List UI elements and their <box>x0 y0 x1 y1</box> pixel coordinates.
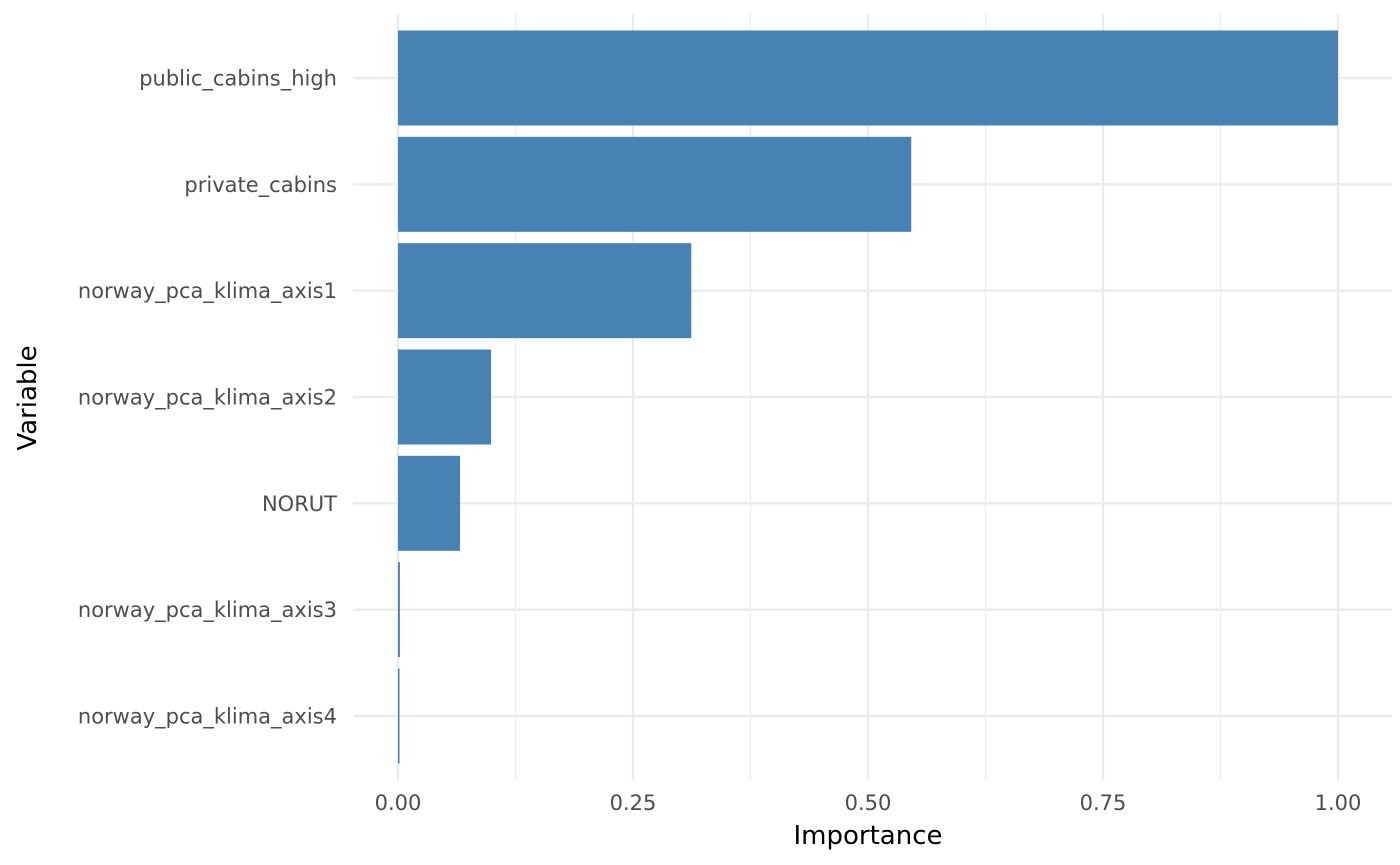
y-tick-label: norway_pca_klima_axis4 <box>78 704 337 729</box>
bar <box>398 243 692 339</box>
x-tick-label: 0.75 <box>1080 791 1127 815</box>
y-tick-label: NORUT <box>262 492 337 516</box>
y-tick-label: public_cabins_high <box>139 67 337 92</box>
bar <box>398 668 400 764</box>
bar <box>398 349 492 445</box>
x-tick-label: 0.00 <box>375 791 422 815</box>
bar <box>398 455 461 551</box>
y-tick-labels: public_cabins_high private_cabins norway_p… <box>78 67 337 730</box>
bar <box>398 562 400 658</box>
bar <box>398 136 912 232</box>
x-tick-labels: 0.00 0.25 0.50 0.75 1.00 <box>375 791 1362 815</box>
y-axis-title: Variable <box>13 345 43 450</box>
bar <box>398 30 1338 126</box>
x-axis-title: Importance <box>794 821 943 851</box>
y-tick-label: norway_pca_klima_axis2 <box>78 385 337 410</box>
x-tick-label: 0.25 <box>610 791 657 815</box>
y-tick-label: norway_pca_klima_axis1 <box>78 279 337 304</box>
bars-group <box>398 30 1338 764</box>
y-tick-label: norway_pca_klima_axis3 <box>78 598 337 623</box>
y-tick-label: private_cabins <box>184 173 337 198</box>
x-tick-label: 0.50 <box>845 791 892 815</box>
x-tick-label: 1.00 <box>1315 791 1362 815</box>
